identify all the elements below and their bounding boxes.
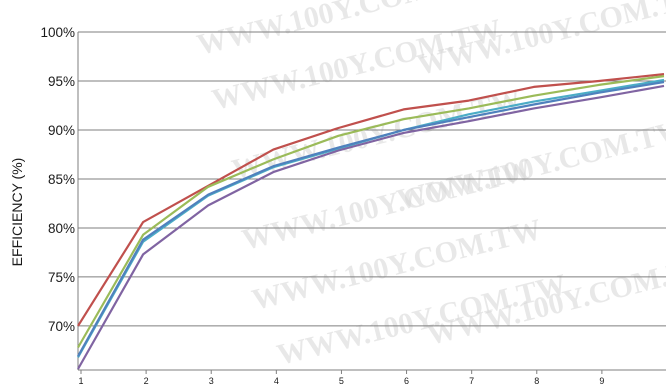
y-tick-label: 75%: [48, 270, 75, 285]
series-line-1: [77, 73, 665, 327]
y-tick-label: 90%: [48, 123, 75, 138]
x-tick-label: 7: [469, 376, 474, 386]
y-tick-labels: 70% 75% 80% 85% 90% 95% 100%: [40, 25, 75, 334]
x-tick-label: 9: [599, 376, 604, 386]
x-tick-label: 2: [144, 376, 149, 386]
gridlines: [78, 31, 666, 327]
watermark-text: WWW.100Y.COM.TW: [414, 0, 666, 82]
series-line-2: [77, 75, 665, 349]
x-tick-label: 4: [274, 376, 279, 386]
series-line-4: [77, 80, 665, 357]
x-tick-label: 5: [339, 376, 344, 386]
y-tick-label: 70%: [48, 319, 75, 334]
series-line-5: [77, 84, 665, 370]
series-lines: [77, 73, 665, 370]
x-tick-label: 1: [78, 376, 83, 386]
x-tick-label: 8: [534, 376, 539, 386]
x-tick-labels: 1234567891: [78, 376, 604, 386]
y-tick-label: 80%: [48, 221, 75, 236]
y-tick-label: 100%: [40, 25, 75, 40]
x-tick-label: 3: [209, 376, 214, 386]
x-tick-label: 6: [404, 376, 409, 386]
axes: [77, 32, 666, 374]
y-tick-label: 95%: [48, 74, 75, 89]
watermark-layer: WWW.100Y.COM.TWWWW.100Y.COM.TWWWW.100Y.C…: [194, 0, 666, 372]
y-axis-label: EFFICIENCY (%): [9, 158, 25, 267]
y-tick-label: 85%: [48, 172, 75, 187]
